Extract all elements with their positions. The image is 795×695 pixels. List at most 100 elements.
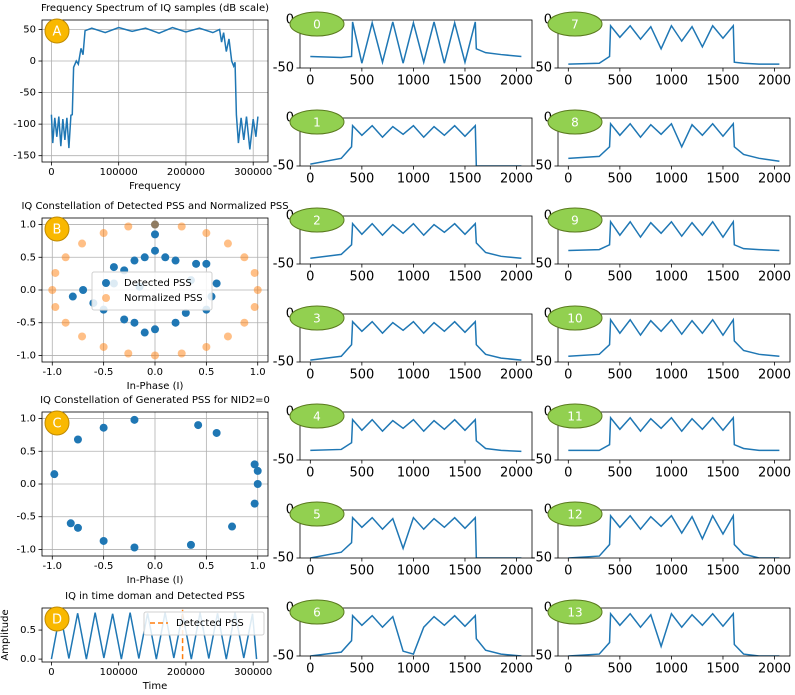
chart-title: Frequency Spectrum of IQ samples (dB sca… <box>41 3 269 14</box>
line-series <box>568 611 780 656</box>
x-tick-label: 0 <box>564 466 572 481</box>
x-tick-label: 0 <box>564 368 572 383</box>
x-tick-label: 2000 <box>500 466 533 481</box>
axes-frame <box>299 509 533 559</box>
panel: 0 500 1000 1500 2000 -50 0 6 <box>273 599 533 677</box>
x-tick-label: 500 <box>349 466 374 481</box>
x-tick-label: 1500 <box>448 466 481 481</box>
scatter-point <box>130 415 139 424</box>
scatter-point <box>66 519 75 528</box>
x-tick-label: 2000 <box>758 74 791 89</box>
scatter-point <box>73 435 82 444</box>
x-tick-label: 500 <box>349 74 374 89</box>
badge <box>547 599 603 625</box>
plot-area <box>310 613 522 656</box>
badge-label: B <box>53 223 62 238</box>
y-tick-label: 0 <box>286 13 294 28</box>
y-tick-label: -50 <box>531 453 552 468</box>
x-tick-label: 1000 <box>655 564 688 579</box>
badge-label: 11 <box>567 410 582 424</box>
x-tick-label: 0.0 <box>147 367 163 378</box>
y-tick-label: 50 <box>23 24 36 35</box>
x-tick-label: 1000 <box>655 270 688 285</box>
x-tick-label: 1500 <box>706 564 739 579</box>
badge-label: 13 <box>567 606 582 620</box>
panel: -1.0 -0.5 0.0 0.5 1.0 -1.0 -0.5 0.0 0.5 1.0 IQ Con… <box>16 201 288 392</box>
badge-label: 3 <box>313 312 321 326</box>
line-series <box>310 20 522 66</box>
x-tick-label: 0 <box>306 270 314 285</box>
badge <box>289 11 345 37</box>
x-tick-label: 0 <box>306 368 314 383</box>
y-tick-label: -0.5 <box>16 318 36 329</box>
scatter-point <box>223 239 232 248</box>
scatter-point <box>99 423 108 432</box>
scatter-point <box>151 220 159 229</box>
panel: -1.0 -0.5 0.0 0.5 1.0 -1.0 -0.5 0.0 0.5 1.0 IQ Con… <box>16 395 269 586</box>
scatter-point <box>51 303 60 312</box>
scatter-point <box>181 308 190 317</box>
badge <box>44 606 70 632</box>
plot-area <box>50 415 262 552</box>
badge <box>44 216 70 242</box>
panel: 0 500 1000 1500 2000 -50 0 5 <box>273 501 533 579</box>
x-tick-label: 1000 <box>397 74 430 89</box>
x-tick-label: 1000 <box>655 172 688 187</box>
axes-frame <box>299 19 533 69</box>
x-tick-label: 0.5 <box>198 367 214 378</box>
panel: 0 500 1000 1500 2000 -50 0 1 <box>273 109 533 187</box>
scatter-point <box>99 342 108 351</box>
x-tick-label: 300000 <box>234 167 272 178</box>
plot-area <box>568 317 780 357</box>
y-tick-label: -50 <box>20 88 36 99</box>
y-tick-label: -0.5 <box>16 512 36 523</box>
x-tick-label: 2000 <box>500 662 533 677</box>
panel: 0 500 1000 1500 2000 -50 0 8 <box>531 109 791 187</box>
scatter-point <box>202 342 211 351</box>
x-tick-label: -1.0 <box>43 561 63 572</box>
x-tick-label: 2000 <box>758 172 791 187</box>
y-tick-label: -150 <box>13 151 36 162</box>
x-tick-label: 500 <box>349 564 374 579</box>
x-axis-label: Frequency <box>129 181 181 192</box>
legend-label: Detected PSS <box>124 278 192 289</box>
badge <box>44 410 70 436</box>
x-tick-label: 0 <box>306 172 314 187</box>
badge-label: A <box>53 25 62 40</box>
axes-frame <box>299 117 533 167</box>
scatter-point <box>250 460 259 469</box>
x-tick-label: 500 <box>349 368 374 383</box>
x-tick-label: 1500 <box>706 74 739 89</box>
x-tick-label: 1500 <box>448 368 481 383</box>
scatter-point <box>228 522 237 531</box>
badge-label: C <box>52 417 61 432</box>
panel: 0 500 1000 1500 2000 -50 0 13 <box>531 599 791 677</box>
scatter-point <box>253 286 262 294</box>
line-series <box>50 612 258 660</box>
x-tick-label: 2000 <box>500 564 533 579</box>
y-tick-label: -50 <box>273 551 294 566</box>
x-tick-label: 1000 <box>397 172 430 187</box>
line-series <box>568 219 780 252</box>
plot-area <box>310 20 522 66</box>
y-tick-label: -50 <box>531 257 552 272</box>
chart-title: IQ Constellation of Detected PSS and Nor… <box>21 201 288 212</box>
x-tick-label: 500 <box>607 270 632 285</box>
x-tick-label: 0.5 <box>198 561 214 572</box>
line-series <box>568 513 780 558</box>
x-tick-label: 1500 <box>448 74 481 89</box>
x-tick-label: 1000 <box>397 368 430 383</box>
y-tick-label: 0 <box>286 601 294 616</box>
plot-area <box>48 220 262 360</box>
scatter-point <box>240 253 249 262</box>
scatter-point <box>250 499 259 508</box>
y-tick-label: 0 <box>544 503 552 518</box>
plot-area <box>568 121 780 162</box>
x-tick-label: 2000 <box>500 74 533 89</box>
chart-title: IQ Constellation of Generated PSS for NI… <box>40 395 270 406</box>
scatter-point <box>202 259 211 268</box>
panel: 0 500 1000 1500 2000 -50 0 2 <box>273 207 533 285</box>
axes-frame <box>557 313 791 363</box>
scatter-point <box>78 332 87 341</box>
panel: 0 500 1000 1500 2000 -50 0 3 <box>273 305 533 383</box>
